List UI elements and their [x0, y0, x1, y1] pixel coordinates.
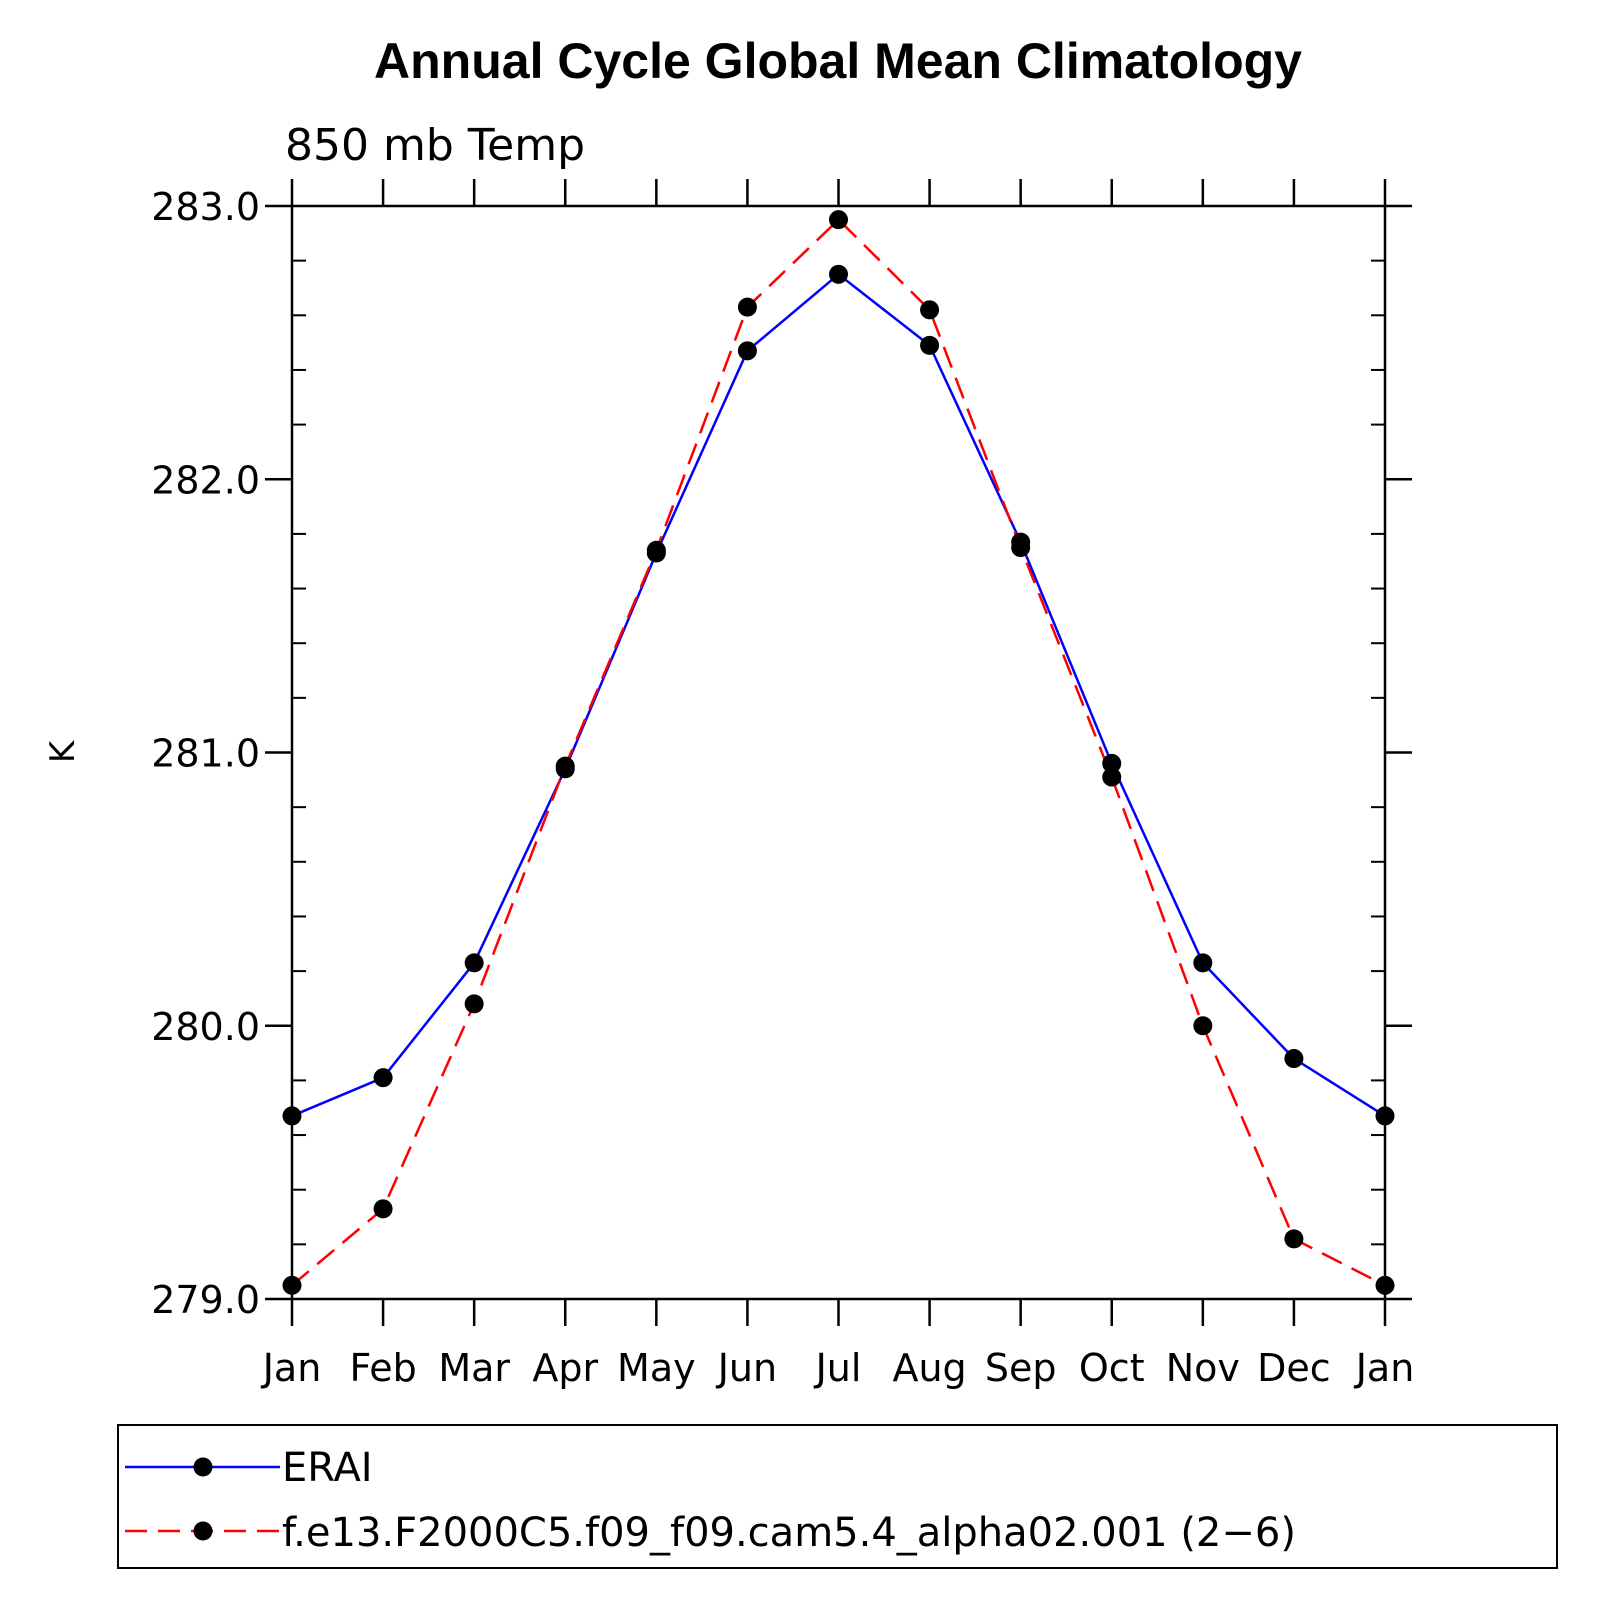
x-tick-label: Sep	[985, 1346, 1057, 1390]
x-tick-label: Jan	[261, 1346, 322, 1390]
legend-label-erai: ERAI	[282, 1445, 373, 1491]
data-point-series-0	[737, 341, 757, 361]
legend-marker-erai	[193, 1457, 213, 1477]
chart-title: Annual Cycle Global Mean Climatology	[374, 33, 1302, 89]
data-point-series-1	[1284, 1229, 1304, 1249]
y-axis-labels: 279.0 280.0 281.0 282.0 283.0	[151, 185, 260, 1322]
y-tick-label: 280.0	[151, 1005, 260, 1049]
x-axis-labels: Jan Feb Mar Apr May Jun Jul Aug Sep Oct Nov Dec Jan	[261, 1346, 1415, 1390]
data-point-series-1	[464, 994, 484, 1014]
data-point-series-0	[464, 953, 484, 973]
data-point-series-1	[920, 300, 940, 320]
data-point-series-0	[1102, 753, 1122, 773]
x-tick-label: Apr	[532, 1346, 598, 1390]
data-point-series-1	[829, 210, 848, 230]
y-tick-label: 279.0	[151, 1278, 260, 1322]
data-point-series-1	[373, 1199, 393, 1219]
x-tick-label: Dec	[1257, 1346, 1331, 1390]
data-point-series-1	[1102, 767, 1122, 787]
legend-box	[117, 1424, 1558, 1569]
series-line-0	[291, 272, 1386, 1118]
data-point-series-0	[920, 335, 940, 355]
legend: ERAI f.e13.F2000C5.f09_f09.cam5.4_alpha0…	[117, 1424, 1558, 1569]
data-point-series-0	[1284, 1049, 1304, 1069]
y-tick-label: 282.0	[151, 458, 260, 502]
x-tick-label: Feb	[349, 1346, 416, 1390]
plot-frame	[290, 204, 1387, 1301]
x-tick-label: Nov	[1166, 1346, 1240, 1390]
y-tick-label: 283.0	[151, 185, 260, 229]
x-tick-label: Aug	[892, 1346, 966, 1390]
data-point-series-1	[737, 297, 757, 317]
x-tick-label: Jul	[814, 1346, 862, 1390]
x-tick-label: Oct	[1079, 1346, 1145, 1390]
legend-label-model: f.e13.F2000C5.f09_f09.cam5.4_alpha02.001…	[282, 1510, 1296, 1556]
x-tick-label: Jun	[716, 1346, 777, 1390]
data-point-series-0	[1193, 953, 1213, 973]
chart-subtitle: 850 mb Temp	[285, 120, 585, 171]
data-point-series-1	[1193, 1016, 1213, 1036]
y-axis-label: K	[43, 739, 83, 763]
data-point-series-1	[1011, 538, 1031, 558]
x-tick-label: May	[617, 1346, 696, 1390]
y-tick-label: 281.0	[151, 732, 260, 776]
axis-ticks	[265, 179, 1412, 1326]
data-point-series-1	[555, 756, 575, 776]
data-point-series-0	[829, 264, 848, 284]
data-point-series-0	[373, 1068, 393, 1088]
x-tick-label: Jan	[1354, 1346, 1415, 1390]
series-line-1	[291, 217, 1386, 1287]
series-layer	[282, 210, 1395, 1295]
data-point-series-1	[646, 540, 666, 560]
legend-marker-model	[193, 1521, 213, 1541]
x-tick-label: Mar	[438, 1346, 510, 1390]
